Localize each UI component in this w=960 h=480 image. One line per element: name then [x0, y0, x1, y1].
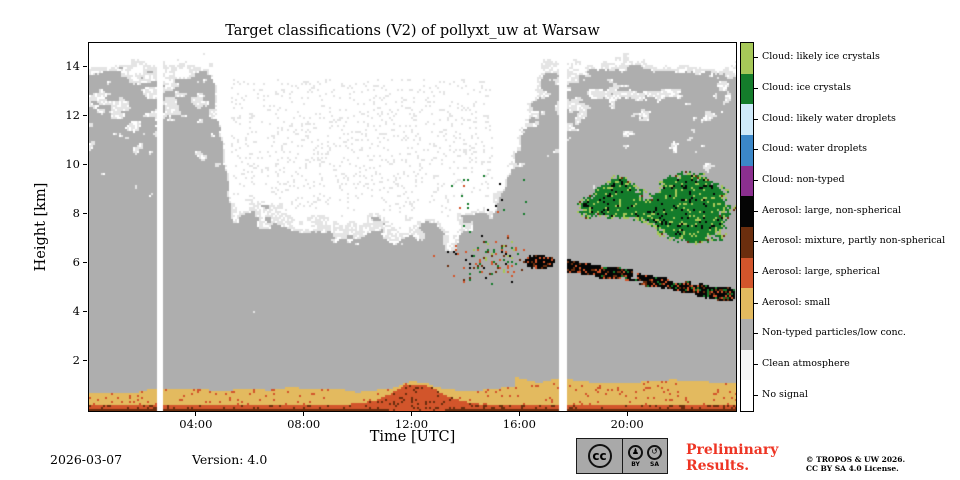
copyright-note: © TROPOS & UW 2026. CC BY SA 4.0 License…: [806, 455, 905, 474]
y-tick-mark: [83, 115, 87, 117]
cc-by-sa-icons: ♟ BY ↺ SA: [622, 439, 667, 473]
legend-tick-mark: [754, 88, 758, 89]
cc-circle-icon: cc: [587, 444, 612, 468]
legend-swatch-likely_ice: [741, 43, 753, 74]
x-tick-mark: [411, 412, 412, 416]
legend-swatch-water: [741, 135, 753, 166]
legend-swatch-ice: [741, 73, 753, 105]
legend-label-water: Cloud: water droplets: [762, 143, 868, 155]
x-tick-label: 08:00: [287, 417, 321, 431]
y-tick-mark: [83, 213, 87, 215]
x-tick-label: 12:00: [394, 417, 429, 431]
legend-label-clean: Clean atmosphere: [762, 358, 850, 369]
plot-area: [88, 42, 737, 412]
y-tick-mark: [83, 164, 87, 166]
legend-tick-mark: [754, 302, 758, 304]
x-tick-label: 20:00: [610, 417, 644, 431]
legend-swatch-aer_mix: [741, 227, 753, 258]
legend-tick-mark: [754, 364, 758, 365]
y-tick-mark: [83, 360, 87, 362]
legend-tick-mark: [754, 241, 758, 243]
legend-tick-mark: [754, 394, 758, 396]
legend-tick-mark: [754, 210, 758, 212]
sa-arrow-icon: ↺: [647, 444, 662, 460]
cc-by-group: ♟ BY: [628, 444, 643, 468]
legend-label-nontyped_low: Non-typed particles/low conc.: [762, 327, 906, 339]
y-tick-label: 2: [72, 353, 80, 368]
legend-label-no_signal: No signal: [762, 388, 808, 400]
y-tick-label: 8: [72, 206, 80, 221]
by-label: BY: [631, 460, 640, 468]
y-tick-mark: [83, 262, 87, 264]
y-tick-label: 4: [72, 304, 80, 319]
y-tick-label: 12: [65, 108, 80, 123]
legend-label-ice: Cloud: ice crystals: [762, 82, 851, 93]
y-tick-mark: [83, 311, 87, 313]
cc-icon: cc: [577, 439, 622, 473]
legend-tick-mark: [754, 118, 758, 120]
legend-swatch-aer_large_nonsph: [741, 196, 753, 228]
legend-swatch-cloud_nontyped: [741, 165, 753, 197]
y-tick-label: 10: [65, 157, 80, 172]
cc-license-badge: cc ♟ BY ↺ SA: [576, 438, 668, 474]
legend-label-likely_ice: Cloud: likely ice crystals: [762, 51, 880, 63]
preliminary-results-note: Preliminary Results.: [686, 442, 778, 474]
preliminary-line1: Preliminary: [686, 442, 779, 458]
x-tick-mark: [195, 412, 197, 416]
legend-tick-mark: [754, 180, 758, 181]
legend-tick-mark: [754, 149, 758, 151]
legend-tick-mark: [754, 272, 758, 273]
plot-title: Target classifications (V2) of pollyxt_u…: [225, 23, 600, 39]
by-person-icon: ♟: [628, 444, 643, 460]
y-axis-label: Height [km]: [33, 182, 49, 272]
x-axis-label: Time [UTC]: [369, 429, 456, 445]
legend-label-aer_large_nonsph: Aerosol: large, non-spherical: [762, 204, 902, 216]
legend-swatch-no_signal: [741, 380, 753, 412]
legend-swatch-aer_small: [741, 288, 753, 320]
copyright-line1: © TROPOS & UW 2026.: [806, 455, 906, 464]
cc-sa-group: ↺ SA: [647, 444, 662, 468]
y-tick-label: 6: [72, 255, 80, 270]
preliminary-line2: Results.: [686, 458, 750, 475]
legend-label-likely_water: Cloud: likely water droplets: [762, 112, 896, 124]
legend-tick-mark: [754, 57, 758, 59]
y-tick-mark: [83, 66, 87, 68]
legend-label-aer_small: Aerosol: small: [762, 296, 831, 308]
legend-label-aer_mix: Aerosol: mixture, partly non-spherical: [762, 235, 946, 247]
sa-label: SA: [650, 460, 659, 468]
legend-label-aer_large_sph: Aerosol: large, spherical: [762, 266, 880, 277]
x-tick-label: 04:00: [179, 417, 213, 431]
legend-label-cloud_nontyped: Cloud: non-typed: [762, 174, 845, 185]
x-tick-mark: [518, 412, 520, 416]
x-tick-label: 16:00: [502, 417, 536, 431]
measurement-date: 2026-03-07: [50, 452, 123, 467]
legend-swatch-nontyped_low: [741, 319, 753, 350]
legend-swatch-clean: [741, 349, 753, 381]
legend-swatch-likely_water: [741, 104, 753, 136]
x-tick-mark: [303, 412, 305, 416]
legend-tick-mark: [754, 333, 758, 335]
classification-heatmap: [89, 43, 736, 411]
version-label: Version: 4.0: [192, 452, 268, 467]
legend-colorbar: [740, 42, 754, 412]
copyright-line2: CC BY SA 4.0 License.: [806, 464, 899, 474]
y-tick-label: 14: [65, 59, 80, 74]
legend-swatch-aer_large_sph: [741, 257, 753, 289]
x-tick-mark: [626, 412, 628, 416]
